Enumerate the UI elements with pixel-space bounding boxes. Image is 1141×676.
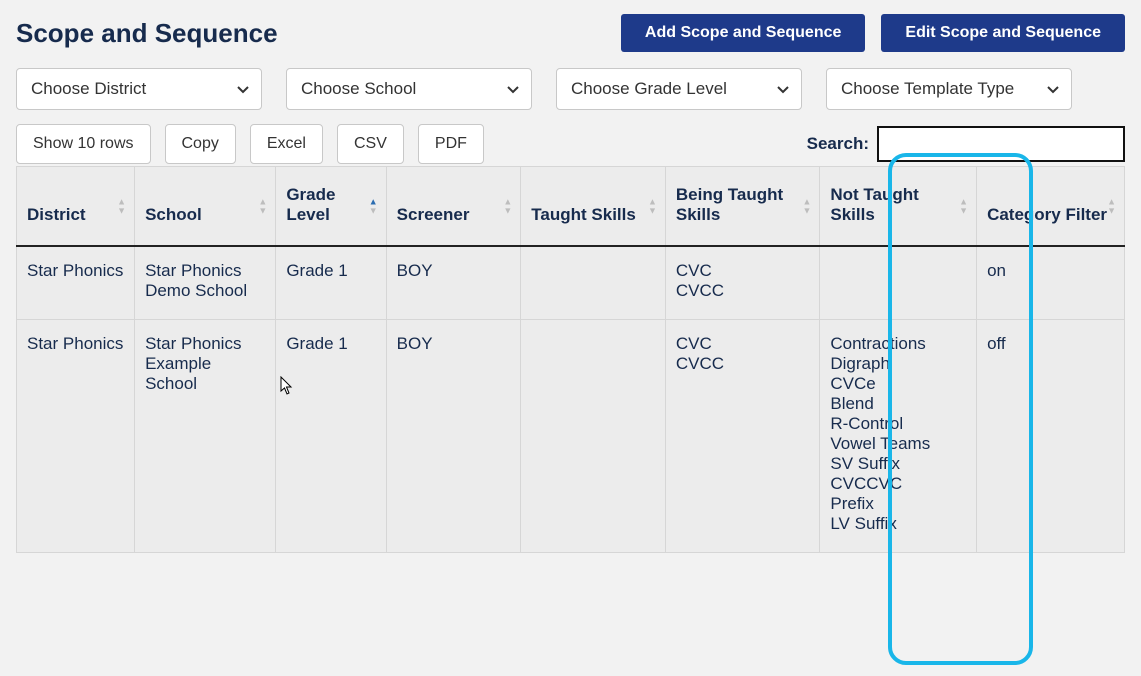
table-row: Star Phonics Star Phonics Example School…: [17, 320, 1125, 553]
caret-down-icon: [237, 79, 249, 99]
template-select[interactable]: Choose Template Type: [826, 68, 1072, 110]
cell-being-taught: CVC CVCC: [665, 246, 820, 320]
sort-icon: ▲▼: [648, 198, 657, 215]
copy-button[interactable]: Copy: [165, 124, 236, 164]
add-scope-button[interactable]: Add Scope and Sequence: [621, 14, 865, 52]
search-input[interactable]: [877, 126, 1125, 162]
tool-buttons: Show 10 rows Copy Excel CSV PDF: [16, 124, 484, 164]
tool-row: Show 10 rows Copy Excel CSV PDF Search:: [16, 124, 1125, 164]
grade-select-label: Choose Grade Level: [571, 79, 727, 99]
cell-school: Star Phonics Demo School: [135, 246, 276, 320]
cell-being-taught: CVC CVCC: [665, 320, 820, 553]
cell-screener: BOY: [386, 246, 521, 320]
col-header-taught[interactable]: Taught Skills ▲▼: [521, 167, 666, 247]
col-header-grade[interactable]: Grade Level ▲▼: [276, 167, 386, 247]
page-title: Scope and Sequence: [16, 18, 278, 49]
col-header-being-taught[interactable]: Being Taught Skills ▲▼: [665, 167, 820, 247]
edit-scope-button[interactable]: Edit Scope and Sequence: [881, 14, 1125, 52]
search-wrap: Search:: [807, 126, 1125, 162]
col-header-screener[interactable]: Screener ▲▼: [386, 167, 521, 247]
data-table: District ▲▼ School ▲▼ Grade Level ▲▼ Scr…: [16, 166, 1125, 553]
cell-school: Star Phonics Example School: [135, 320, 276, 553]
col-header-district[interactable]: District ▲▼: [17, 167, 135, 247]
cell-district: Star Phonics: [17, 320, 135, 553]
page-header: Scope and Sequence Add Scope and Sequenc…: [16, 14, 1125, 52]
school-select[interactable]: Choose School: [286, 68, 532, 110]
filter-row: Choose District Choose School Choose Gra…: [16, 68, 1125, 110]
cell-not-taught: [820, 246, 977, 320]
col-header-category-filter[interactable]: Category Filter ▲▼: [977, 167, 1125, 247]
sort-icon: ▲▼: [258, 198, 267, 215]
cell-taught: [521, 246, 666, 320]
cell-taught: [521, 320, 666, 553]
table-header-row: District ▲▼ School ▲▼ Grade Level ▲▼ Scr…: [17, 167, 1125, 247]
col-header-not-taught[interactable]: Not Taught Skills ▲▼: [820, 167, 977, 247]
sort-icon: ▲▼: [503, 198, 512, 215]
cell-screener: BOY: [386, 320, 521, 553]
search-label: Search:: [807, 134, 869, 154]
district-select[interactable]: Choose District: [16, 68, 262, 110]
caret-down-icon: [1047, 79, 1059, 99]
district-select-label: Choose District: [31, 79, 146, 99]
header-buttons: Add Scope and Sequence Edit Scope and Se…: [621, 14, 1125, 52]
template-select-label: Choose Template Type: [841, 79, 1014, 99]
sort-icon: ▲▼: [959, 198, 968, 215]
grade-select[interactable]: Choose Grade Level: [556, 68, 802, 110]
col-header-school[interactable]: School ▲▼: [135, 167, 276, 247]
cell-grade: Grade 1: [276, 246, 386, 320]
pdf-button[interactable]: PDF: [418, 124, 484, 164]
caret-down-icon: [507, 79, 519, 99]
cell-district: Star Phonics: [17, 246, 135, 320]
table-row: Star Phonics Star Phonics Demo School Gr…: [17, 246, 1125, 320]
cell-grade: Grade 1: [276, 320, 386, 553]
sort-icon: ▲▼: [369, 198, 378, 215]
cell-category-filter: on: [977, 246, 1125, 320]
show-rows-button[interactable]: Show 10 rows: [16, 124, 151, 164]
cell-not-taught: Contractions Digraph CVCe Blend R-Contro…: [820, 320, 977, 553]
school-select-label: Choose School: [301, 79, 416, 99]
excel-button[interactable]: Excel: [250, 124, 323, 164]
caret-down-icon: [777, 79, 789, 99]
sort-icon: ▲▼: [1107, 198, 1116, 215]
sort-icon: ▲▼: [117, 198, 126, 215]
sort-icon: ▲▼: [802, 198, 811, 215]
cell-category-filter: off: [977, 320, 1125, 553]
csv-button[interactable]: CSV: [337, 124, 404, 164]
